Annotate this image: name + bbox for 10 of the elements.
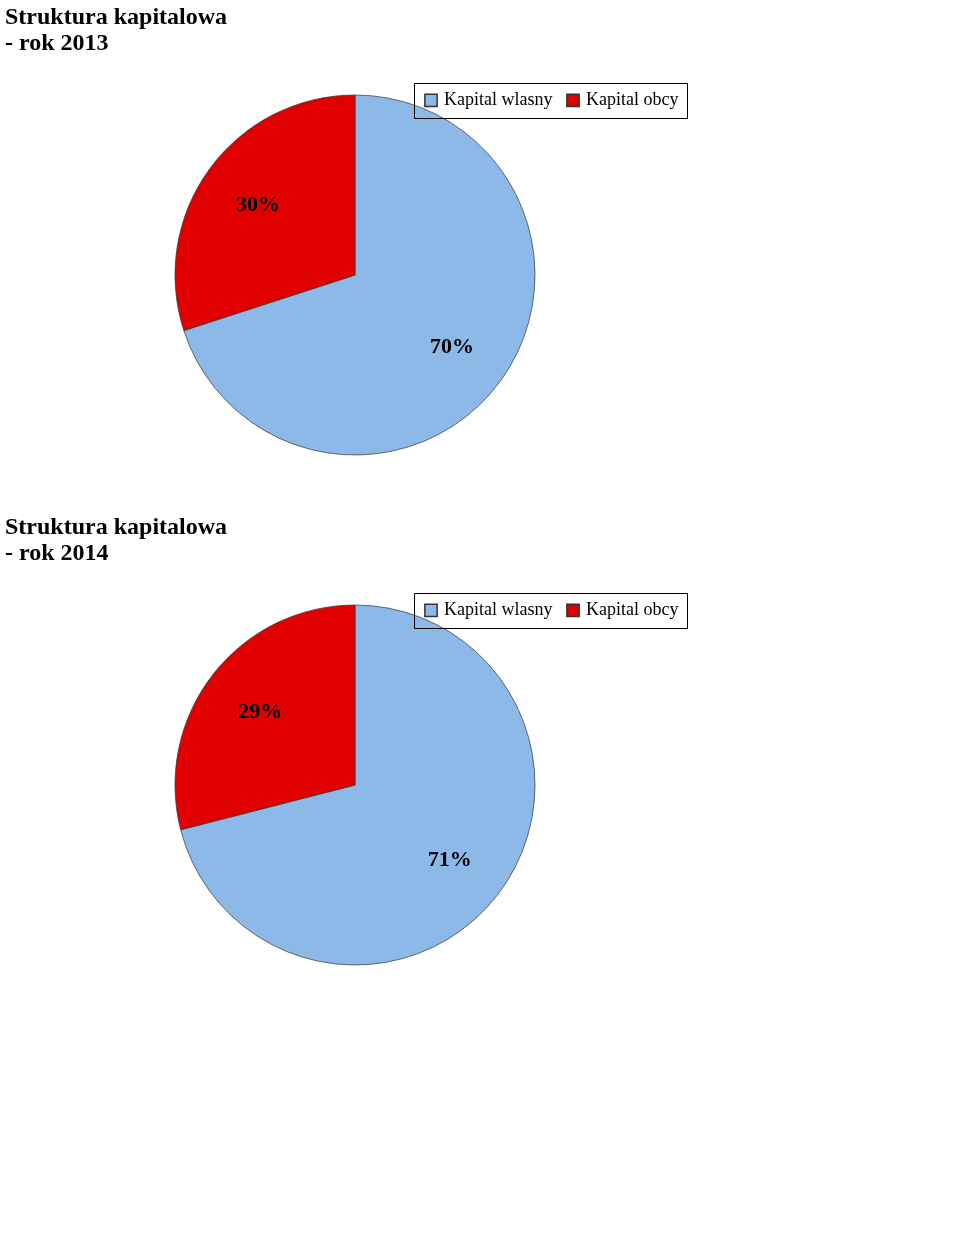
- data-label: 71%: [427, 845, 472, 871]
- data-label: 70%: [430, 332, 475, 358]
- legend-label: Kapital wlasny: [444, 599, 553, 620]
- legend-label: Kapital obcy: [586, 599, 679, 620]
- chart-title: Struktura kapitalowa - rok 2014: [5, 513, 228, 565]
- chart-title: Struktura kapitalowa - rok 2013: [5, 3, 228, 55]
- data-label: 30%: [235, 191, 280, 217]
- legend-label: Kapital wlasny: [444, 89, 553, 110]
- data-label: 29%: [238, 698, 283, 724]
- legend-label: Kapital obcy: [586, 89, 679, 110]
